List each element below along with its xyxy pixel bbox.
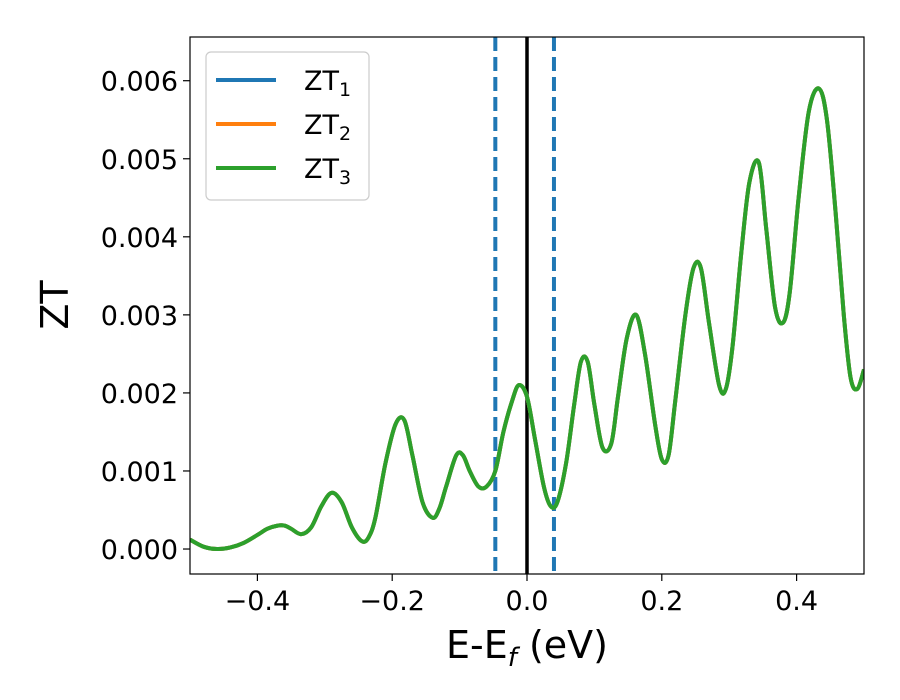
y-tick-label: 0.002	[101, 379, 178, 410]
reference-lines	[493, 37, 556, 574]
series-line-3	[190, 86, 864, 552]
x-tick-label: −0.2	[359, 586, 425, 617]
x-tick-label: −0.4	[225, 586, 291, 617]
legend-box	[205, 51, 370, 201]
y-tick-label: 0.006	[101, 67, 178, 98]
legend-label-3: ZT3	[304, 154, 351, 189]
y-tick-label: 0.004	[101, 223, 178, 254]
x-tick-label: 0.0	[506, 586, 549, 617]
x-axis-label: E-Ef (eV)	[446, 623, 608, 673]
legend: ZT1 ZT2 ZT3	[205, 51, 370, 201]
legend-label-2: ZT2	[304, 110, 351, 145]
y-axis-label: ZT	[33, 280, 77, 330]
y-tick-label: 0.000	[101, 535, 178, 566]
x-tick-label: 0.2	[640, 586, 683, 617]
x-axis: −0.4 −0.2 0.0 0.2 0.4	[225, 574, 818, 617]
y-tick-label: 0.005	[101, 145, 178, 176]
y-tick-label: 0.003	[101, 301, 178, 332]
y-axis: 0.000 0.001 0.002 0.003 0.004 0.005 0.006	[101, 67, 190, 566]
y-tick-label: 0.001	[101, 457, 178, 488]
x-tick-label: 0.4	[775, 586, 818, 617]
series-lines	[190, 86, 864, 552]
legend-label-1: ZT1	[304, 66, 351, 101]
